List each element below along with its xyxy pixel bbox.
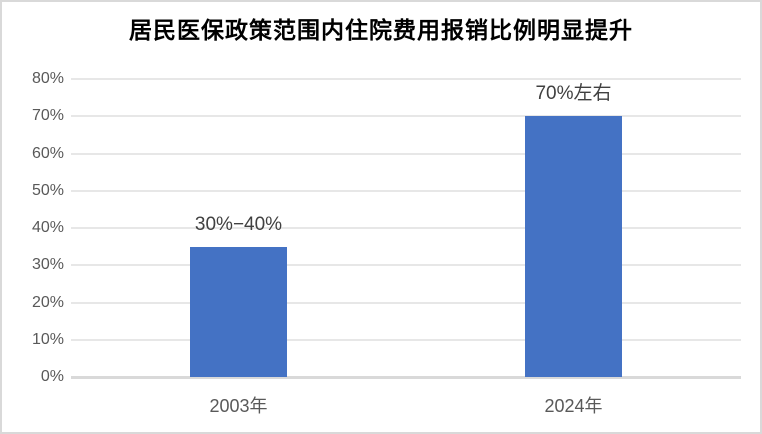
y-tick-label: 0% — [40, 368, 64, 385]
y-tick-label: 60% — [31, 144, 64, 162]
y-tick-label: 30% — [31, 256, 64, 274]
y-tick-label: 40% — [31, 219, 64, 236]
x-category-label: 2003年 — [209, 396, 268, 416]
data-label: 30%−40% — [194, 213, 283, 235]
x-category-label: 2024年 — [544, 396, 603, 416]
gridline — [71, 264, 741, 267]
gridline — [71, 152, 741, 155]
chart-title: 居民医保政策范围内住院费用报销比例明显提升 — [129, 17, 633, 43]
x-axis-line — [71, 376, 741, 379]
y-tick-label: 50% — [31, 181, 64, 199]
y-tick-label: 20% — [31, 293, 64, 311]
y-tick-label: 10% — [31, 330, 64, 348]
data-label: 70%左右 — [535, 83, 612, 105]
bar — [525, 116, 622, 377]
gridline — [71, 227, 741, 229]
y-tick-label: 70% — [31, 107, 64, 125]
gridline — [71, 301, 741, 304]
gridline — [71, 338, 741, 341]
y-tick-label: 80% — [31, 70, 64, 87]
gridline — [71, 115, 741, 118]
bar — [190, 246, 287, 377]
gridline — [71, 78, 741, 80]
gridline — [71, 189, 741, 192]
